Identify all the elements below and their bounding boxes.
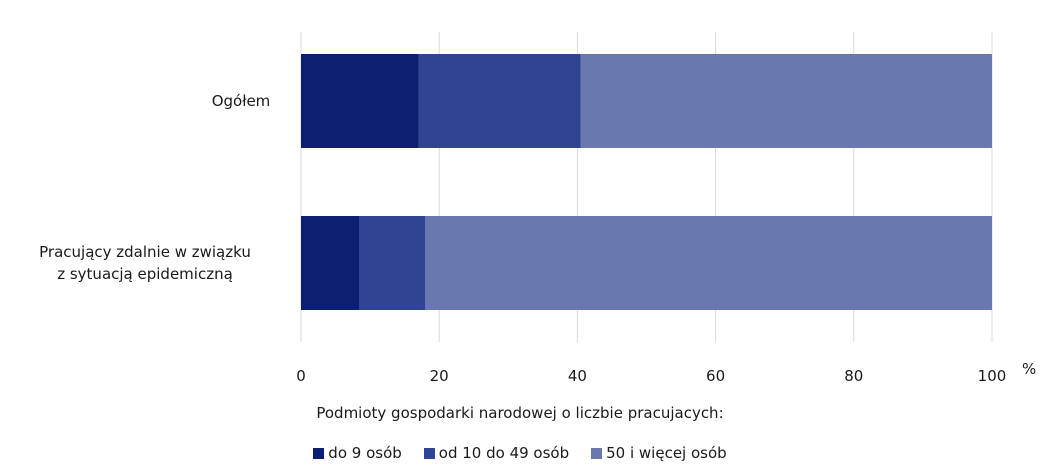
legend-swatch bbox=[313, 447, 325, 459]
legend-item: do 9 osób bbox=[313, 444, 402, 462]
legend-label: do 9 osób bbox=[328, 444, 402, 462]
x-tick-label: 100 bbox=[978, 367, 1007, 385]
legend-label: od 10 do 49 osób bbox=[438, 444, 570, 462]
bar-segment bbox=[418, 54, 581, 148]
x-tick-label: 40 bbox=[568, 367, 587, 385]
x-tick-label: 20 bbox=[430, 367, 449, 385]
legend-swatch bbox=[423, 447, 435, 459]
bar-segment bbox=[301, 54, 419, 148]
legend-label: 50 i więcej osób bbox=[606, 444, 727, 462]
bar-segment bbox=[580, 54, 992, 148]
legend-swatch bbox=[591, 447, 603, 459]
legend-item: od 10 do 49 osób bbox=[423, 444, 570, 462]
category-labels: Ogółem Pracujący zdalnie w związku z sytua… bbox=[39, 92, 270, 283]
legend-title: Podmioty gospodarki narodowej o liczbie … bbox=[316, 404, 724, 422]
x-tick-label: 0 bbox=[296, 367, 306, 385]
x-axis-ticks: 0 20 40 60 80 100 bbox=[296, 367, 1006, 385]
legend: do 9 osób od 10 do 49 osób 50 i więcej osó… bbox=[0, 444, 1040, 462]
stacked-bar-chart: Ogółem Pracujący zdalnie w związku z sytua… bbox=[39, 32, 1036, 385]
bar-segment bbox=[301, 216, 360, 310]
bars bbox=[301, 54, 992, 310]
legend-item: 50 i więcej osób bbox=[591, 444, 727, 462]
bar-segment bbox=[359, 216, 426, 310]
bar-segment bbox=[425, 216, 992, 310]
x-tick-label: 60 bbox=[706, 367, 725, 385]
x-axis-unit: % bbox=[1022, 360, 1036, 378]
category-label: Ogółem bbox=[212, 92, 271, 110]
category-label: Pracujący zdalnie w związku z sytuacją ep… bbox=[39, 243, 251, 283]
x-tick-label: 80 bbox=[844, 367, 863, 385]
